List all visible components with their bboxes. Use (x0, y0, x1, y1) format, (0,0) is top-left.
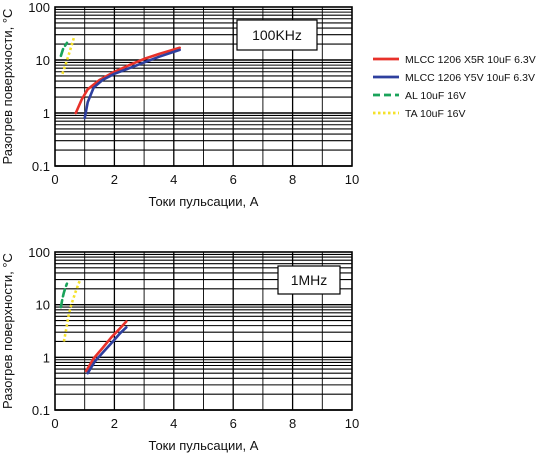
frequency-annotation: 1MHz (291, 272, 328, 288)
y-tick-label: 10 (36, 298, 50, 313)
legend-label-3: AL 10uF 16V (405, 90, 466, 102)
x-tick-label: 0 (51, 172, 58, 187)
legend: MLCC 1206 X5R 10uF 6.3V MLCC 1206 Y5V 10u… (373, 54, 536, 120)
legend-label-4: TA 10uF 16V (405, 108, 466, 120)
x-tick-label: 2 (111, 172, 118, 187)
annotation-box (236, 19, 318, 51)
y-tick-label: 1 (43, 350, 50, 365)
x-axis-label: Токи пульсации, А (149, 438, 259, 453)
x-tick-label: 6 (230, 172, 237, 187)
plot-frame (54, 251, 353, 411)
y-tick-label: 100 (28, 0, 50, 15)
x-tick-label: 8 (289, 416, 296, 431)
x-tick-label: 10 (345, 172, 359, 187)
y-tick-label: 100 (28, 245, 50, 260)
y-tick-label: 0.1 (32, 159, 50, 174)
y-axis-label: Разогрев поверхности, °C (0, 9, 15, 165)
series-line-4 (62, 279, 82, 342)
x-tick-label: 0 (51, 416, 58, 431)
x-tick-label: 4 (170, 416, 177, 431)
grid (55, 252, 352, 411)
series-line-1 (84, 320, 128, 373)
y-tick-label: 10 (36, 53, 50, 68)
series-line-3 (59, 41, 69, 58)
x-axis-label: Токи пульсации, А (149, 194, 259, 209)
y-tick-label: 0.1 (32, 403, 50, 418)
series-line-2 (86, 326, 128, 375)
x-tick-label: 4 (170, 172, 177, 187)
y-axis-label: Разогрев поверхности, °C (0, 253, 15, 409)
y-tick-label: 1 (43, 106, 50, 121)
x-tick-label: 6 (230, 416, 237, 431)
frequency-annotation: 100KHz (252, 27, 302, 43)
chart-100khz: 100KHz 0 2 4 6 8 10 0.1 1 10 100 Токи пульсации, А Р… (0, 0, 359, 209)
series-line-4 (61, 35, 76, 75)
legend-label-1: MLCC 1206 X5R 10uF 6.3V (405, 54, 536, 66)
series-line-2 (83, 48, 181, 120)
series-lines (59, 35, 181, 120)
annotation-box (277, 265, 341, 295)
series-lines (59, 279, 128, 375)
x-tick-label: 8 (289, 172, 296, 187)
chart-1mhz: 1MHz 0 2 4 6 8 10 0.1 1 10 100 Токи пульсации, А Раз… (0, 245, 359, 453)
plot-frame (54, 6, 353, 167)
x-tick-label: 10 (345, 416, 359, 431)
legend-label-2: MLCC 1206 Y5V 10uF 6.3V (405, 72, 535, 84)
series-line-3 (59, 282, 69, 309)
series-line-1 (74, 46, 181, 115)
x-tick-label: 2 (111, 416, 118, 431)
